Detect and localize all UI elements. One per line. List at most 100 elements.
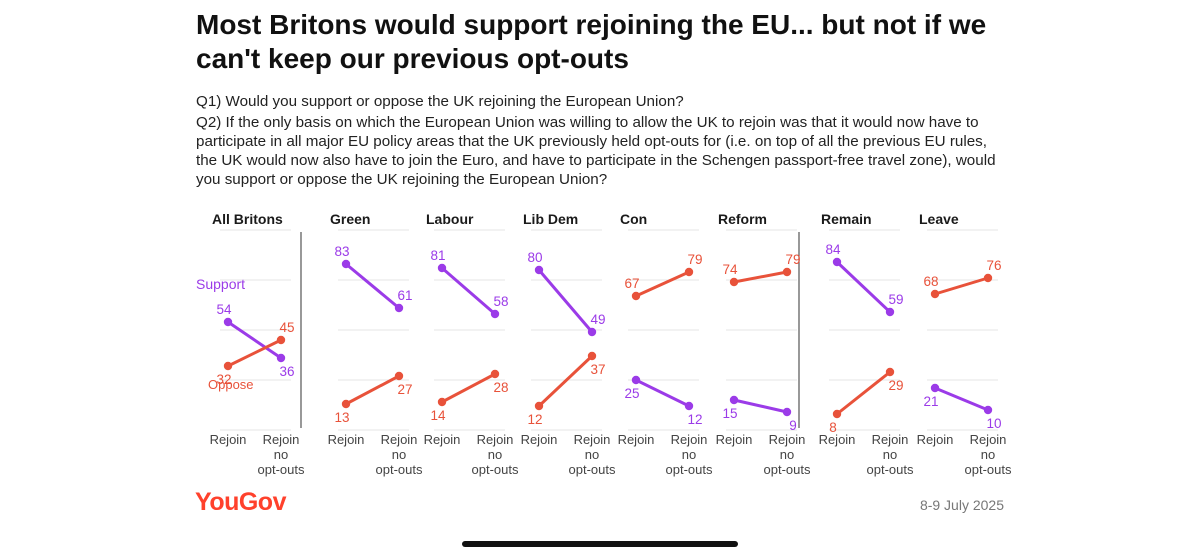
support-point [223, 317, 233, 327]
oppose-data-label: 13 [334, 410, 349, 425]
support-data-label: 84 [825, 242, 841, 257]
oppose-data-label: 79 [687, 252, 702, 267]
oppose-data-label: 68 [923, 274, 938, 289]
x-tick-label: opt-outs [569, 462, 616, 477]
support-data-label: 15 [722, 406, 737, 421]
x-tick-label: no [682, 447, 696, 462]
x-tick-label: opt-outs [867, 462, 914, 477]
support-point [885, 307, 895, 317]
x-tick-label: Rejoin [618, 432, 655, 447]
panel-title-reform: Reform [718, 211, 767, 227]
x-tick-label: Rejoin [424, 432, 461, 447]
x-tick-label: Rejoin [210, 432, 247, 447]
panel-title-leave: Leave [919, 211, 959, 227]
question-1: Q1) Would you support or oppose the UK r… [196, 93, 684, 110]
support-line [226, 320, 283, 360]
x-tick-label: no [585, 447, 599, 462]
chart-title: Most Britons would support rejoining the… [196, 9, 987, 74]
support-data-label: 25 [624, 386, 639, 401]
oppose-point [534, 401, 544, 411]
home-indicator [462, 541, 738, 547]
oppose-point [832, 409, 842, 419]
support-data-label: 59 [888, 292, 903, 307]
support-line [537, 268, 594, 334]
x-tick-label: Rejoin [716, 432, 753, 447]
support-point [832, 257, 842, 267]
oppose-series-label: Oppose [208, 377, 254, 392]
support-line [344, 262, 401, 310]
oppose-data-label: 74 [722, 262, 738, 277]
x-tick-label: no [981, 447, 995, 462]
support-point [983, 405, 993, 415]
oppose-point [684, 267, 694, 277]
oppose-point [437, 397, 447, 407]
oppose-point [782, 267, 792, 277]
support-point [534, 265, 544, 275]
oppose-line [835, 370, 892, 416]
oppose-point [490, 369, 500, 379]
x-tick-label: opt-outs [965, 462, 1012, 477]
oppose-line [344, 374, 401, 406]
x-tick-label: opt-outs [258, 462, 305, 477]
x-tick-label: Rejoin [328, 432, 365, 447]
panel-title-remain: Remain [821, 211, 872, 227]
oppose-point [930, 289, 940, 299]
support-data-label: 49 [590, 312, 605, 327]
support-point [394, 303, 404, 313]
x-tick-label: opt-outs [376, 462, 423, 477]
oppose-line [933, 276, 990, 296]
support-point [631, 375, 641, 385]
x-tick-label: Rejoin [671, 432, 708, 447]
panel-title-labour: Labour [426, 211, 474, 227]
oppose-data-label: 32 [216, 372, 231, 387]
oppose-data-label: 37 [590, 362, 605, 377]
oppose-data-label: 76 [986, 258, 1001, 273]
x-tick-label: Rejoin [381, 432, 418, 447]
survey-date: 8-9 July 2025 [919, 497, 1004, 513]
support-point [490, 309, 500, 319]
support-point [729, 395, 739, 405]
x-tick-label: Rejoin [872, 432, 909, 447]
oppose-data-label: 14 [430, 408, 446, 423]
support-point [684, 401, 694, 411]
support-data-label: 80 [527, 250, 542, 265]
support-line [933, 386, 990, 412]
x-tick-label: opt-outs [764, 462, 811, 477]
support-point [276, 353, 286, 363]
oppose-line [537, 354, 594, 408]
support-line [440, 266, 497, 316]
x-tick-label: no [883, 447, 897, 462]
support-point [437, 263, 447, 273]
support-data-label: 9 [789, 418, 797, 433]
oppose-data-label: 67 [624, 276, 639, 291]
oppose-point [983, 273, 993, 283]
oppose-line [732, 270, 789, 284]
support-line [732, 398, 789, 414]
oppose-point [276, 335, 286, 345]
x-tick-label: Rejoin [769, 432, 806, 447]
panel-title-lib-dem: Lib Dem [523, 211, 578, 227]
oppose-point [587, 351, 597, 361]
oppose-data-label: 45 [279, 320, 294, 335]
support-line [835, 260, 892, 314]
question-2: Q2) If the only basis on which the Europ… [196, 114, 996, 188]
x-tick-label: Rejoin [574, 432, 611, 447]
oppose-line [440, 372, 497, 404]
x-tick-label: Rejoin [477, 432, 514, 447]
x-tick-label: no [488, 447, 502, 462]
oppose-point [729, 277, 739, 287]
panel-title-green: Green [330, 211, 370, 227]
oppose-point [885, 367, 895, 377]
support-data-label: 83 [334, 244, 349, 259]
x-tick-label: Rejoin [263, 432, 300, 447]
oppose-data-label: 79 [785, 252, 800, 267]
support-data-label: 81 [430, 248, 445, 263]
panel-title-con: Con [620, 211, 647, 227]
support-point [341, 259, 351, 269]
support-point [930, 383, 940, 393]
panel-title-all-britons: All Britons [212, 211, 283, 227]
oppose-data-label: 28 [493, 380, 508, 395]
oppose-point [394, 371, 404, 381]
oppose-point [341, 399, 351, 409]
